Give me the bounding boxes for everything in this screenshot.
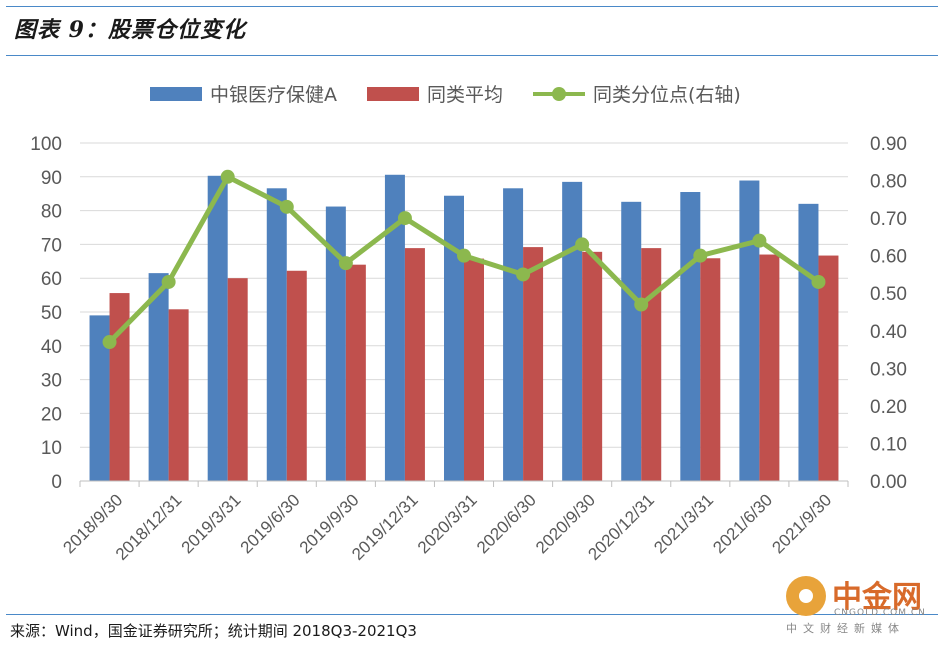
watermark-subtitle: 中文财经新媒体: [786, 622, 905, 635]
y-left-tick-label: 20: [41, 404, 62, 425]
bar-peer: [404, 248, 425, 481]
y-right-tick-label: 0.10: [870, 434, 907, 455]
bar-fund: [89, 315, 110, 481]
bar-peer: [523, 247, 544, 481]
bar-peer: [759, 254, 780, 481]
bar-peer: [582, 251, 603, 481]
y-right-tick-label: 0.80: [870, 172, 907, 193]
bar-peer: [345, 264, 366, 481]
watermark-brand: 中金网: [832, 580, 922, 615]
bar-peer: [286, 270, 307, 481]
bar-peer: [641, 248, 662, 481]
y-right-tick-label: 0.40: [870, 322, 907, 343]
bar-peer: [818, 255, 839, 481]
percentile-point: [397, 211, 412, 226]
bar-fund: [739, 180, 760, 481]
y-left-tick-label: 10: [41, 438, 62, 459]
percentile-point: [279, 199, 294, 214]
bar-peer: [227, 278, 248, 481]
y-left-tick-label: 90: [41, 168, 62, 189]
y-right-tick-label: 0.30: [870, 359, 907, 380]
watermark: 中金网 CNGOLD.COM.CN 中文财经新媒体: [780, 570, 930, 635]
y-left-tick-label: 40: [41, 337, 62, 358]
bar-fund: [207, 175, 228, 481]
y-right-tick-label: 0.50: [870, 284, 907, 305]
x-tick-label: 2021/9/30: [768, 490, 835, 557]
y-left-tick-label: 50: [41, 303, 62, 324]
figure-title: 图表 9：股票仓位变化: [14, 17, 246, 43]
y-right-tick-label: 0.20: [870, 397, 907, 418]
x-tick-label: 2021/6/30: [709, 490, 776, 557]
x-tick-label: 2019/3/31: [178, 490, 245, 557]
x-tick-label: 2020/6/30: [473, 490, 540, 557]
chart-legend: 中银医疗保健A 同类平均 同类分位点(右轴): [150, 80, 741, 107]
percentile-point: [811, 274, 826, 289]
y-right-tick-label: 0.60: [870, 247, 907, 268]
bar-fund: [680, 192, 701, 481]
percentile-point: [220, 169, 235, 184]
x-tick-label: 2020/3/31: [414, 490, 481, 557]
x-tick-label: 2019/6/30: [237, 490, 304, 557]
legend-item-percentile: 同类分位点(右轴): [533, 80, 741, 107]
bar-fund: [621, 201, 642, 481]
bar-fund: [798, 203, 819, 481]
percentile-point: [102, 335, 117, 350]
bottom-rule: [6, 614, 938, 615]
title-rule: [6, 55, 938, 56]
legend-swatch-percentile: [533, 86, 586, 102]
legend-label-percentile: 同类分位点(右轴): [593, 84, 741, 106]
y-right-tick-label: 0.90: [870, 134, 907, 155]
x-tick-label: 2021/3/31: [650, 490, 717, 557]
bar-peer: [168, 309, 189, 481]
bar-fund: [444, 195, 464, 481]
watermark-url: CNGOLD.COM.CN: [834, 608, 926, 618]
legend-swatch-peer: [367, 86, 419, 101]
y-right-tick-label: 0.70: [870, 209, 907, 230]
y-right-tick-label: 0.00: [870, 472, 907, 493]
percentile-point: [693, 248, 708, 263]
top-rule: [6, 6, 938, 7]
y-left-tick-label: 70: [41, 235, 62, 256]
bar-peer: [700, 258, 721, 481]
legend-item-fund: 中银医疗保健A: [150, 80, 337, 107]
percentile-point: [634, 297, 649, 312]
percentile-point: [752, 233, 767, 248]
percentile-point: [161, 274, 176, 289]
percentile-point: [516, 267, 531, 282]
y-left-tick-label: 80: [41, 202, 62, 223]
y-left-tick-label: 60: [41, 269, 62, 290]
bar-fund: [148, 273, 169, 481]
source-note: 来源：Wind，国金证券研究所；统计期间 2018Q3-2021Q3: [10, 622, 417, 640]
bar-fund: [325, 206, 346, 481]
legend-label-fund: 中银医疗保健A: [210, 84, 337, 106]
bar-peer: [464, 258, 484, 481]
legend-item-peer: 同类平均: [367, 80, 503, 107]
percentile-point: [457, 248, 471, 263]
bar-fund: [384, 174, 405, 481]
bar-fund: [503, 188, 524, 482]
bar-fund: [562, 181, 583, 481]
y-left-tick-label: 100: [30, 134, 62, 155]
watermark-logo-icon: [786, 576, 826, 616]
percentile-point: [338, 256, 353, 271]
legend-label-peer: 同类平均: [427, 84, 504, 106]
legend-swatch-fund: [150, 86, 202, 101]
percentile-point: [575, 237, 590, 252]
y-left-tick-label: 0: [51, 472, 62, 493]
y-left-tick-label: 30: [41, 371, 62, 392]
bar-fund: [266, 188, 287, 482]
